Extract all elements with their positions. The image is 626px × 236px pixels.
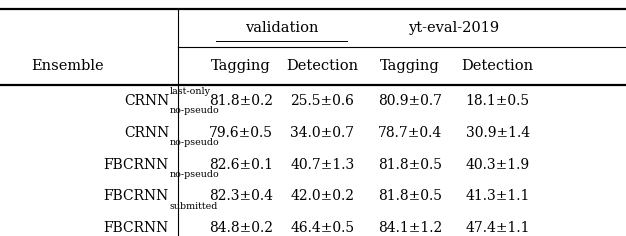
Text: no-pseudo: no-pseudo [170, 106, 219, 115]
Text: no-pseudo: no-pseudo [170, 170, 219, 179]
Text: 84.1±1.2: 84.1±1.2 [378, 221, 442, 235]
Text: Detection: Detection [461, 59, 534, 73]
Text: 34.0±0.7: 34.0±0.7 [290, 126, 354, 140]
Text: 46.4±0.5: 46.4±0.5 [290, 221, 354, 235]
Text: 82.3±0.4: 82.3±0.4 [209, 190, 273, 203]
Text: yt-eval-2019: yt-eval-2019 [408, 21, 500, 35]
Text: Detection: Detection [286, 59, 359, 73]
Text: Ensemble: Ensemble [31, 59, 104, 73]
Text: 81.8±0.5: 81.8±0.5 [378, 190, 442, 203]
Text: last-only: last-only [170, 87, 210, 96]
Text: 82.6±0.1: 82.6±0.1 [209, 158, 273, 172]
Text: Tagging: Tagging [211, 59, 271, 73]
Text: 78.7±0.4: 78.7±0.4 [378, 126, 442, 140]
Text: submitted: submitted [170, 202, 218, 211]
Text: 79.6±0.5: 79.6±0.5 [209, 126, 273, 140]
Text: 41.3±1.1: 41.3±1.1 [466, 190, 530, 203]
Text: CRNN: CRNN [124, 94, 169, 108]
Text: 18.1±0.5: 18.1±0.5 [466, 94, 530, 108]
Text: no-pseudo: no-pseudo [170, 138, 219, 147]
Text: FBCRNN: FBCRNN [104, 158, 169, 172]
Text: 81.8±0.2: 81.8±0.2 [209, 94, 273, 108]
Text: 80.9±0.7: 80.9±0.7 [378, 94, 442, 108]
Text: FBCRNN: FBCRNN [104, 190, 169, 203]
Text: 42.0±0.2: 42.0±0.2 [290, 190, 354, 203]
Text: 84.8±0.2: 84.8±0.2 [209, 221, 273, 235]
Text: FBCRNN: FBCRNN [104, 221, 169, 235]
Text: Tagging: Tagging [380, 59, 440, 73]
Text: 30.9±1.4: 30.9±1.4 [466, 126, 530, 140]
Text: 81.8±0.5: 81.8±0.5 [378, 158, 442, 172]
Text: 47.4±1.1: 47.4±1.1 [465, 221, 530, 235]
Text: CRNN: CRNN [124, 126, 169, 140]
Text: validation: validation [245, 21, 319, 35]
Text: 40.7±1.3: 40.7±1.3 [290, 158, 354, 172]
Text: 40.3±1.9: 40.3±1.9 [466, 158, 530, 172]
Text: 25.5±0.6: 25.5±0.6 [290, 94, 354, 108]
